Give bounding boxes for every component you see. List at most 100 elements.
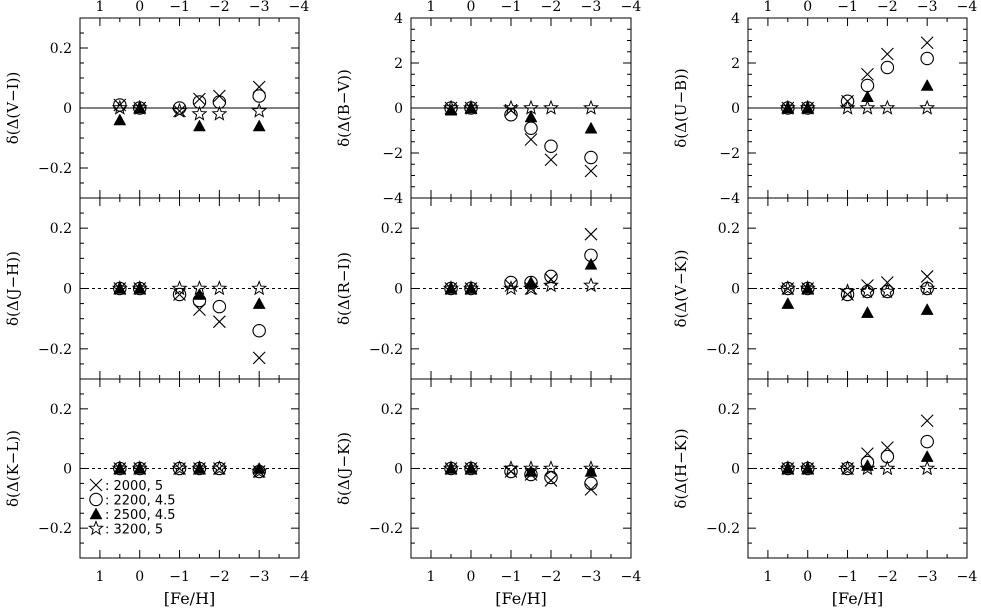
data-point-open-star [443, 99, 459, 115]
data-point-filled-triangle [920, 78, 934, 91]
y-tick-label: 0.2 [718, 221, 740, 237]
data-point-open-star [583, 460, 599, 476]
x-axis-label: [Fe/H] [164, 589, 216, 608]
x-tick-label: −1 [837, 569, 858, 585]
data-point-open-circle [584, 150, 598, 165]
y-axis-label: δ(Δ(R−I)) [335, 252, 353, 325]
data-point-open-circle [920, 51, 934, 66]
data-point-open-circle [840, 287, 855, 302]
y-tick-label: −0.2 [706, 342, 740, 358]
x-tick-label: −1 [169, 569, 190, 585]
data-point-open-circle [584, 476, 598, 491]
x-tick-label: −3 [917, 569, 938, 585]
x-tick-label-top: −1 [501, 0, 522, 15]
y-tick-label: −4 [382, 191, 403, 207]
data-point-open-star [443, 460, 459, 476]
data-point-open-star [779, 460, 796, 476]
data-point-cross [920, 36, 934, 50]
data-point-cross [584, 227, 598, 241]
y-tick-label: 0.2 [381, 221, 403, 237]
y-tick-label: 0.2 [50, 41, 72, 57]
data-point-open-star [131, 460, 148, 476]
x-tick-label: −2 [209, 569, 230, 585]
data-point-cross [920, 270, 934, 283]
data-point-open-star [879, 460, 896, 476]
y-tick-label: 0.2 [50, 402, 72, 418]
data-point-open-star [839, 283, 856, 299]
data-point-open-circle [172, 287, 187, 302]
data-point-open-star [503, 280, 519, 296]
panel-6: −4 −2 0 2 4 δ(Δ(U−B)) 1 0 −1 −2 −3 −4 [672, 0, 977, 207]
data-point-open-star [523, 460, 539, 476]
data-point-open-star [523, 280, 539, 296]
legend-marker-open-circle [89, 492, 103, 507]
x-tick-label: −1 [501, 569, 522, 585]
data-point-open-circle [544, 269, 558, 284]
data-point-open-star [799, 280, 816, 296]
data-point-filled-triangle [113, 113, 127, 126]
data-point-open-circle [504, 108, 518, 122]
data-point-filled-triangle [252, 461, 266, 474]
data-point-open-star [919, 99, 936, 115]
data-point-filled-triangle [252, 119, 266, 132]
data-point-open-circle [252, 89, 266, 103]
y-tick-label: 0.2 [50, 221, 72, 237]
data-point-open-star [443, 280, 459, 296]
legend-label: : 2500, 4.5 [105, 508, 176, 523]
data-point-cross [504, 103, 518, 117]
data-point-open-star [919, 280, 936, 296]
data-point-open-star [251, 463, 268, 479]
y-axis-label: δ(Δ(V−K)) [672, 250, 690, 328]
y-tick-label: 0.2 [381, 402, 403, 418]
y-axis-label: δ(Δ(K−L)) [4, 430, 22, 507]
panel-7: −0.2 0 0.2 δ(Δ(V−K)) [672, 197, 968, 380]
data-point-open-circle [920, 434, 934, 449]
x-tick-label: −4 [621, 569, 642, 585]
data-point-open-star [503, 99, 519, 115]
y-tick-label: −0.2 [38, 161, 72, 177]
data-point-open-star [543, 460, 559, 476]
data-point-open-star [111, 460, 128, 476]
y-tick-label: −0.2 [38, 342, 72, 358]
data-point-open-star [211, 460, 228, 476]
panel-3: −4 −2 0 2 4 δ(Δ(B−V)) 1 0 −1 −2 −3 −4 [335, 0, 641, 207]
y-tick-label: −0.2 [38, 521, 72, 537]
data-point-filled-triangle [861, 306, 874, 318]
x-tick-label: 0 [803, 569, 812, 585]
data-point-cross [524, 133, 538, 146]
x-tick-label-top: −2 [877, 0, 898, 15]
data-point-open-star [191, 105, 208, 121]
data-point-cross [584, 164, 598, 178]
y-tick-label: 0 [731, 101, 740, 117]
x-tick-label: 1 [95, 569, 104, 585]
y-tick-label: −0.2 [706, 521, 740, 537]
legend-label: : 2200, 4.5 [105, 494, 176, 509]
x-tick-label-top: −2 [209, 0, 230, 15]
data-point-cross [880, 47, 894, 61]
data-point-filled-triangle [584, 121, 598, 134]
data-point-filled-triangle [193, 119, 206, 132]
data-point-open-star [583, 277, 599, 293]
y-tick-label: 4 [731, 11, 740, 27]
x-tick-label-top: 1 [427, 0, 436, 15]
data-point-filled-triangle [252, 297, 266, 309]
data-point-open-star [879, 283, 896, 299]
data-point-open-star [859, 99, 876, 115]
x-tick-label-top: −3 [249, 0, 270, 15]
data-point-open-star [171, 280, 188, 296]
panel-1: −0.2 0 0.2 δ(Δ(J−H)) [4, 197, 300, 380]
x-tick-label-top: −2 [541, 0, 562, 15]
data-point-open-circle [504, 464, 518, 479]
data-point-open-star [779, 99, 796, 115]
data-point-open-star [463, 460, 479, 476]
y-tick-label: −0.2 [369, 342, 403, 358]
data-point-open-star [543, 99, 559, 115]
x-tick-label-top: −3 [581, 0, 602, 15]
x-tick-label-top: 0 [803, 0, 812, 15]
data-point-open-star [211, 105, 228, 121]
data-point-open-star [251, 280, 268, 296]
y-tick-label: 0 [63, 282, 72, 298]
data-point-open-star [919, 460, 936, 476]
data-point-open-star [583, 99, 599, 115]
